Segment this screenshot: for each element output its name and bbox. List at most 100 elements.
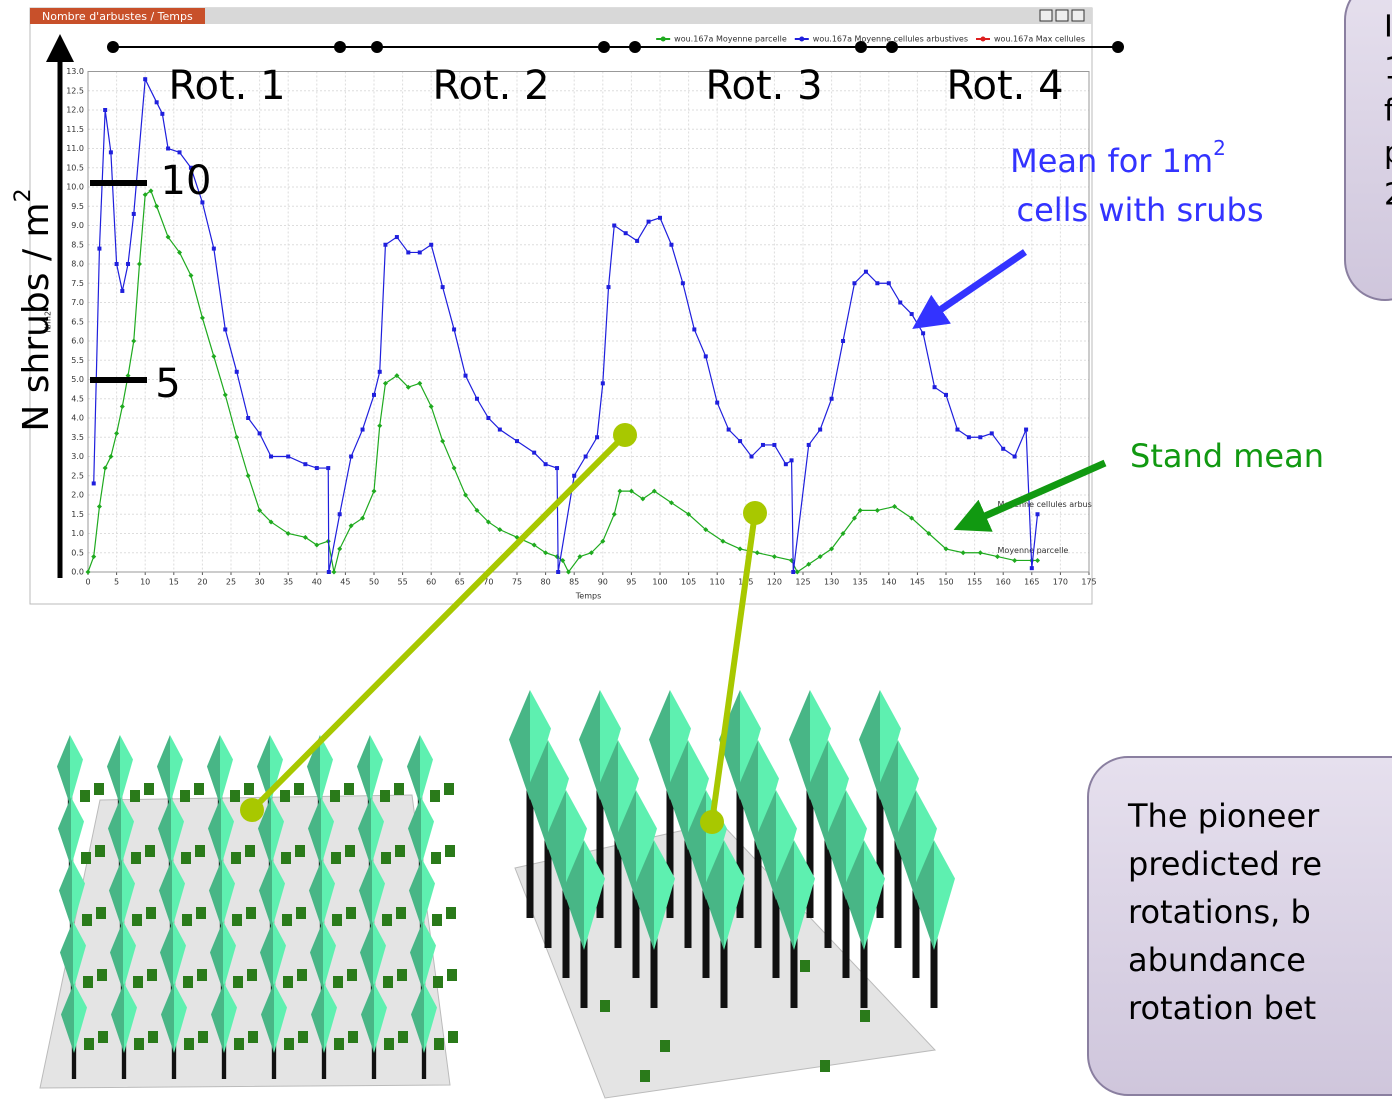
y-tick-label: 7.0 — [71, 298, 84, 307]
point — [91, 481, 96, 486]
crown — [61, 983, 87, 1053]
shrub — [345, 845, 355, 857]
shrub — [382, 914, 392, 926]
point — [131, 211, 136, 216]
crown — [159, 859, 185, 929]
y-tick-label: 3.5 — [71, 433, 84, 442]
y-tick-label: 6.5 — [71, 317, 84, 326]
rotation-label: Rot. 1 — [168, 63, 285, 109]
point — [1012, 454, 1017, 459]
shrub — [431, 852, 441, 864]
minimize-button[interactable] — [1039, 9, 1053, 22]
crown-shade — [258, 797, 271, 867]
crown-shade — [158, 797, 171, 867]
point — [532, 450, 537, 455]
shrub — [430, 790, 440, 802]
point — [246, 416, 251, 420]
close-button[interactable] — [1071, 9, 1085, 22]
shrub — [347, 969, 357, 981]
crown-shade — [563, 840, 584, 950]
point — [555, 466, 560, 471]
crown — [509, 690, 551, 800]
point — [326, 466, 331, 471]
crown — [108, 797, 134, 867]
crown-shade — [408, 797, 421, 867]
legend-marker — [980, 36, 986, 42]
point — [96, 504, 102, 510]
note-line: rotations, b — [1128, 893, 1311, 931]
crown-shade — [360, 921, 373, 991]
point — [126, 262, 131, 266]
note-box — [1087, 756, 1392, 1096]
y-tick-label: 0.0 — [71, 568, 84, 577]
crown-shade — [61, 983, 74, 1053]
plot-frame — [87, 71, 1090, 573]
window-title: Nombre d'arbustes / Temps — [42, 10, 193, 23]
x-tick-label: 100 — [652, 578, 667, 587]
point — [829, 546, 835, 552]
point — [200, 200, 205, 205]
shrub — [183, 976, 193, 988]
rotation-label: Rot. 3 — [705, 63, 822, 109]
crown-shade — [58, 797, 71, 867]
crown — [60, 921, 86, 991]
point — [720, 538, 726, 544]
point — [177, 150, 182, 155]
shrub — [333, 976, 343, 988]
point — [394, 235, 399, 240]
series-end-label: Moyenne cellules arbus — [998, 500, 1092, 509]
point — [234, 434, 240, 440]
crown — [107, 735, 133, 805]
point — [377, 423, 383, 429]
shrub — [280, 790, 290, 802]
point — [909, 515, 915, 521]
point — [600, 381, 605, 386]
shrub — [232, 914, 242, 926]
point — [394, 373, 400, 379]
crown-shade — [361, 983, 374, 1053]
crown — [261, 983, 287, 1053]
shrub — [330, 790, 340, 802]
maximize-button[interactable] — [1055, 9, 1069, 22]
point — [108, 150, 113, 155]
crown — [667, 740, 709, 850]
crown-shade — [107, 735, 120, 805]
point — [851, 515, 857, 521]
point — [326, 570, 331, 574]
crown-shade — [207, 735, 220, 805]
shrub — [248, 1031, 258, 1043]
shrub — [384, 1038, 394, 1050]
crown-shade — [667, 740, 688, 850]
shrub — [98, 1031, 108, 1043]
crown-shade — [310, 921, 323, 991]
note-line: abundance — [1128, 941, 1306, 979]
point — [108, 454, 114, 459]
shrub — [600, 1000, 610, 1012]
point — [114, 262, 119, 266]
shrub — [145, 845, 155, 857]
point — [125, 373, 131, 379]
shrub — [860, 1010, 870, 1022]
x-tick-label: 140 — [881, 578, 896, 587]
title-tab — [30, 8, 205, 24]
crown — [161, 983, 187, 1053]
shrub — [146, 907, 156, 919]
y-tick-label: 4.5 — [71, 394, 84, 403]
crown — [615, 790, 657, 900]
point — [863, 269, 868, 274]
crown — [259, 859, 285, 929]
point — [646, 219, 651, 224]
shrub — [284, 1038, 294, 1050]
point — [875, 281, 880, 286]
point — [658, 215, 662, 220]
scenes — [39, 690, 955, 1099]
point — [737, 546, 743, 552]
crown-shade — [309, 859, 322, 929]
point — [606, 285, 611, 290]
scale-label: 10 — [161, 158, 212, 204]
point — [1001, 446, 1006, 451]
point — [372, 392, 376, 397]
point — [337, 546, 343, 552]
point — [463, 373, 468, 378]
point — [818, 427, 823, 432]
